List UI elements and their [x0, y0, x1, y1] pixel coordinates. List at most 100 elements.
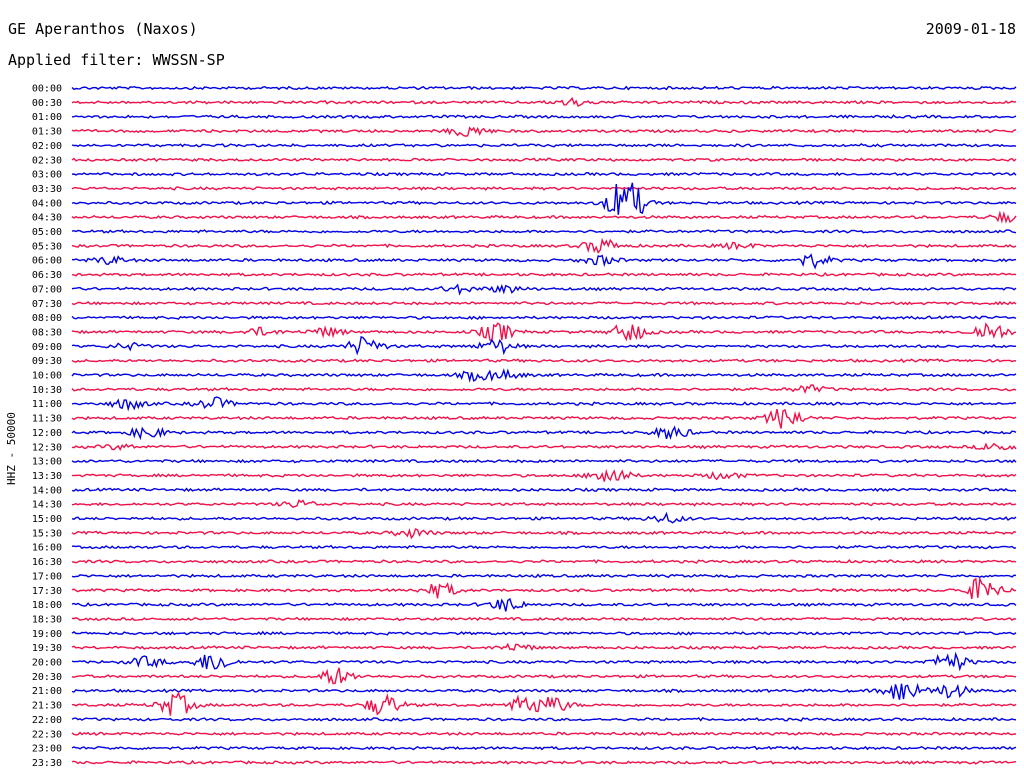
seismic-trace — [71, 597, 1017, 612]
seismic-trace — [71, 745, 1017, 751]
station-title: GE Aperanthos (Naxos) — [8, 20, 198, 38]
hour-tick-label: 12:30 — [32, 442, 62, 453]
seismic-trace — [71, 468, 1017, 482]
seismic-trace — [71, 759, 1017, 765]
seismic-trace — [71, 300, 1017, 306]
hour-tick-label: 06:30 — [32, 270, 62, 281]
seismic-trace — [72, 271, 1017, 277]
seismic-trace — [71, 358, 1017, 364]
hour-tick-label: 17:30 — [32, 586, 62, 597]
hour-tick-label: 00:00 — [32, 84, 62, 95]
seismic-trace — [71, 442, 1017, 452]
seismic-trace — [71, 651, 1017, 672]
seismic-trace — [71, 283, 1017, 296]
hour-tick-label: 01:00 — [32, 112, 62, 123]
seismic-trace — [71, 229, 1017, 234]
hour-tick-label: 11:00 — [32, 399, 62, 410]
hour-tick-label: 14:30 — [32, 500, 62, 511]
seismic-trace — [71, 544, 1017, 550]
hour-tick-label: 15:30 — [32, 528, 62, 539]
seismic-trace — [71, 499, 1017, 508]
seismic-trace — [71, 573, 1017, 579]
seismic-trace — [71, 458, 1017, 464]
hour-tick-label: 00:30 — [32, 98, 62, 109]
hour-tick-label: 20:30 — [32, 672, 62, 683]
hour-tick-label: 08:30 — [32, 327, 62, 338]
hour-tick-label: 07:00 — [32, 284, 62, 295]
seismic-trace — [71, 559, 1017, 564]
hour-tick-label: 06:00 — [32, 256, 62, 267]
date-label: 2009-01-18 — [925, 20, 1016, 38]
hour-tick-label: 09:00 — [32, 342, 62, 353]
hour-tick-label: 15:00 — [32, 514, 62, 525]
hour-tick-label: 22:30 — [32, 729, 62, 740]
seismic-trace — [71, 182, 1017, 215]
hour-tick-label: 05:30 — [32, 241, 62, 252]
hour-tick-label: 16:30 — [32, 557, 62, 568]
seismic-trace — [71, 731, 1016, 736]
hour-tick-label: 20:00 — [32, 658, 62, 669]
seismic-trace — [71, 487, 1017, 493]
seismic-trace — [71, 616, 1017, 622]
hour-tick-label: 01:30 — [32, 127, 62, 138]
seismic-trace — [71, 667, 1017, 685]
hour-tick-label: 23:00 — [32, 744, 62, 755]
hour-tick-label: 19:00 — [32, 629, 62, 640]
hour-tick-label: 05:00 — [32, 227, 62, 238]
hour-tick-label: 22:00 — [32, 715, 62, 726]
seismic-trace — [71, 143, 1017, 148]
hour-tick-label: 17:00 — [32, 571, 62, 582]
seismic-trace — [71, 528, 1017, 540]
hour-tick-label: 02:30 — [32, 155, 62, 166]
hour-tick-label: 23:30 — [32, 758, 62, 769]
seismic-trace — [71, 157, 1017, 163]
seismic-trace — [71, 126, 1017, 137]
seismic-trace — [71, 335, 1017, 356]
filter-label: Applied filter: WWSSN-SP — [8, 51, 225, 69]
seismic-trace — [71, 396, 1017, 412]
hour-tick-label: 03:30 — [32, 184, 62, 195]
seismic-trace — [71, 210, 1017, 224]
hour-tick-label: 03:00 — [32, 170, 62, 181]
seismic-trace — [71, 691, 1017, 716]
hour-tick-label: 21:30 — [32, 701, 62, 712]
seismic-trace — [71, 315, 1017, 320]
hour-tick-label: 07:30 — [32, 299, 62, 310]
hour-tick-label: 04:00 — [32, 198, 62, 209]
seismic-trace — [71, 85, 1017, 91]
seismic-trace — [71, 642, 1017, 652]
seismic-trace — [71, 253, 1017, 270]
hour-tick-label: 13:30 — [32, 471, 62, 482]
hour-tick-label: 11:30 — [32, 414, 62, 425]
seismic-trace — [71, 322, 1017, 343]
hour-tick-label: 09:30 — [32, 356, 62, 367]
seismic-trace — [71, 96, 1017, 107]
seismic-trace — [71, 114, 1017, 119]
seismic-trace — [71, 237, 1017, 254]
seismic-trace — [71, 682, 1017, 700]
hour-tick-label: 13:00 — [32, 457, 62, 468]
seismic-trace — [71, 186, 1017, 191]
seismic-trace — [71, 576, 1016, 600]
hour-tick-label: 08:00 — [32, 313, 62, 324]
hour-tick-label: 21:00 — [32, 686, 62, 697]
seismic-trace — [71, 171, 1017, 177]
seismic-trace — [71, 425, 1017, 441]
seismic-trace — [71, 384, 1017, 395]
hour-tick-label: 12:00 — [32, 428, 62, 439]
hour-tick-label: 18:00 — [32, 600, 62, 611]
seismic-trace — [71, 408, 1017, 429]
hour-tick-label: 10:30 — [32, 385, 62, 396]
hour-tick-label: 16:00 — [32, 543, 62, 554]
hour-tick-label: 02:00 — [32, 141, 62, 152]
hour-tick-label: 19:30 — [32, 643, 62, 654]
seismic-trace — [71, 630, 1017, 636]
seismic-trace — [71, 368, 1017, 383]
hour-tick-label: 18:30 — [32, 614, 62, 625]
hour-tick-label: 10:00 — [32, 371, 62, 382]
seismic-trace — [71, 511, 1017, 524]
hour-tick-label: 04:30 — [32, 213, 62, 224]
seismic-trace — [71, 716, 1017, 722]
hour-tick-label: 14:00 — [32, 485, 62, 496]
